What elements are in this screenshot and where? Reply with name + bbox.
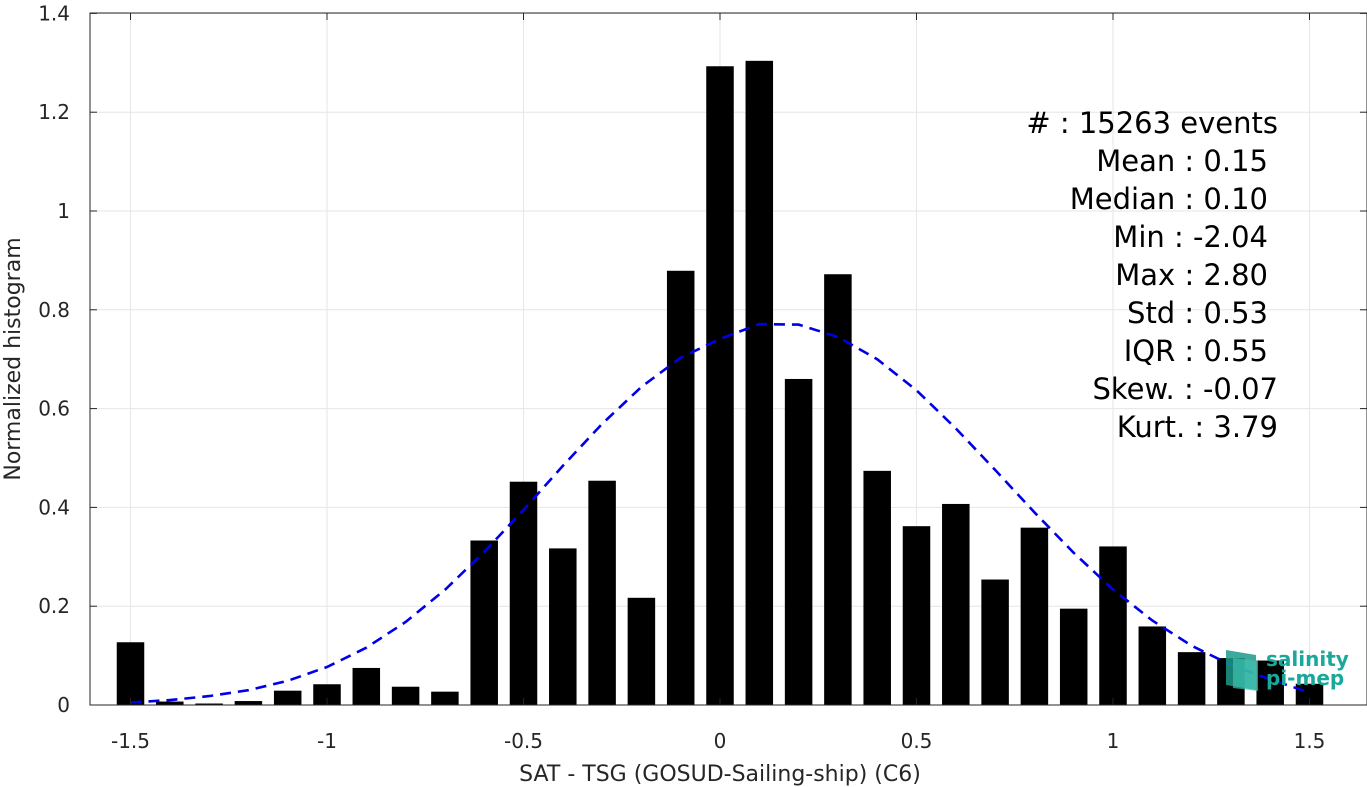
histogram-bar-1 <box>156 701 184 705</box>
y-tick-label-3: 0.6 <box>38 397 70 421</box>
stat-line-0: # : 15263 events <box>1026 106 1278 140</box>
x-axis-label: SAT - TSG (GOSUD-Sailing-ship) (C6) <box>519 762 921 787</box>
y-axis-label: Normalized histogram <box>1 237 26 480</box>
y-tick-label-1: 0.2 <box>38 594 70 618</box>
histogram-bar-24 <box>1059 608 1088 705</box>
y-tick-label-0: 0 <box>57 693 70 717</box>
histogram-bar-18 <box>824 274 852 705</box>
y-tick-label-4: 0.8 <box>38 298 70 322</box>
histogram-bar-16 <box>745 60 774 706</box>
salinity-pimep-logo: salinity pi-mep <box>1226 647 1349 691</box>
y-tick-label-2: 0.4 <box>38 495 70 519</box>
x-tick-label-5: 1 <box>1107 729 1120 753</box>
histogram-bar-5 <box>313 684 341 705</box>
x-tick-label-0: -1.5 <box>111 729 150 753</box>
x-tick-label-4: 0.5 <box>901 729 933 753</box>
histogram-bar-17 <box>784 378 813 705</box>
histogram-bar-6 <box>352 667 381 705</box>
stat-line-8: Kurt. : 3.79 <box>1117 410 1278 444</box>
axis-ticks <box>90 12 1367 706</box>
histogram-bar-20 <box>902 526 931 705</box>
statistics-box: # : 15263 events Mean : 0.15 Median : 0.10… <box>1026 106 1278 444</box>
histogram-bar-0 <box>116 642 145 705</box>
histogram-bar-13 <box>627 597 656 705</box>
histogram-bar-21 <box>942 503 970 705</box>
histogram-bar-14 <box>666 270 695 705</box>
histogram-bar-10 <box>509 481 538 705</box>
stat-line-4: Max : 2.80 <box>1115 258 1268 292</box>
histogram-bar-9 <box>470 540 498 705</box>
histogram-bar-15 <box>706 66 734 706</box>
stat-line-7: Skew. : -0.07 <box>1092 372 1278 406</box>
stat-line-6: IQR : 0.55 <box>1124 334 1268 368</box>
logo-text-top: salinity <box>1266 647 1349 671</box>
stat-line-5: Std : 0.53 <box>1127 296 1268 330</box>
histogram-bar-2 <box>195 703 223 705</box>
histogram-bar-11 <box>549 548 577 705</box>
logo-text-bottom: pi-mep <box>1266 666 1344 690</box>
stat-line-1: Mean : 0.15 <box>1096 144 1268 178</box>
histogram-bar-4 <box>273 690 302 705</box>
histogram-bar-23 <box>1020 527 1049 705</box>
histogram-bar-19 <box>863 470 891 705</box>
histogram-bar-7 <box>391 686 420 705</box>
x-tick-label-2: -0.5 <box>504 729 543 753</box>
y-tick-label-7: 1.4 <box>38 1 70 25</box>
stat-line-2: Median : 0.10 <box>1070 182 1268 216</box>
histogram-bar-22 <box>981 579 1009 705</box>
x-tick-label-6: 1.5 <box>1294 729 1326 753</box>
histogram-bars <box>116 60 1324 706</box>
stat-line-3: Min : -2.04 <box>1113 220 1268 254</box>
y-tick-labels: 0 0.2 0.4 0.6 0.8 1 1.2 1.4 <box>38 1 70 717</box>
histogram-bar-26 <box>1138 626 1167 705</box>
x-tick-label-1: -1 <box>317 729 337 753</box>
histogram-bar-3 <box>234 701 263 705</box>
x-tick-labels: -1.5 -1 -0.5 0 0.5 1 1.5 <box>111 729 1325 753</box>
histogram-bar-8 <box>431 691 459 705</box>
plot-frame <box>89 12 1367 706</box>
histogram-bar-25 <box>1099 546 1127 705</box>
histogram-bar-12 <box>588 480 616 705</box>
histogram-bar-27 <box>1177 652 1206 705</box>
y-tick-label-5: 1 <box>57 199 70 223</box>
y-tick-label-6: 1.2 <box>38 100 70 124</box>
gaussian-fit-line <box>130 322 1310 704</box>
x-tick-label-3: 0 <box>714 729 727 753</box>
